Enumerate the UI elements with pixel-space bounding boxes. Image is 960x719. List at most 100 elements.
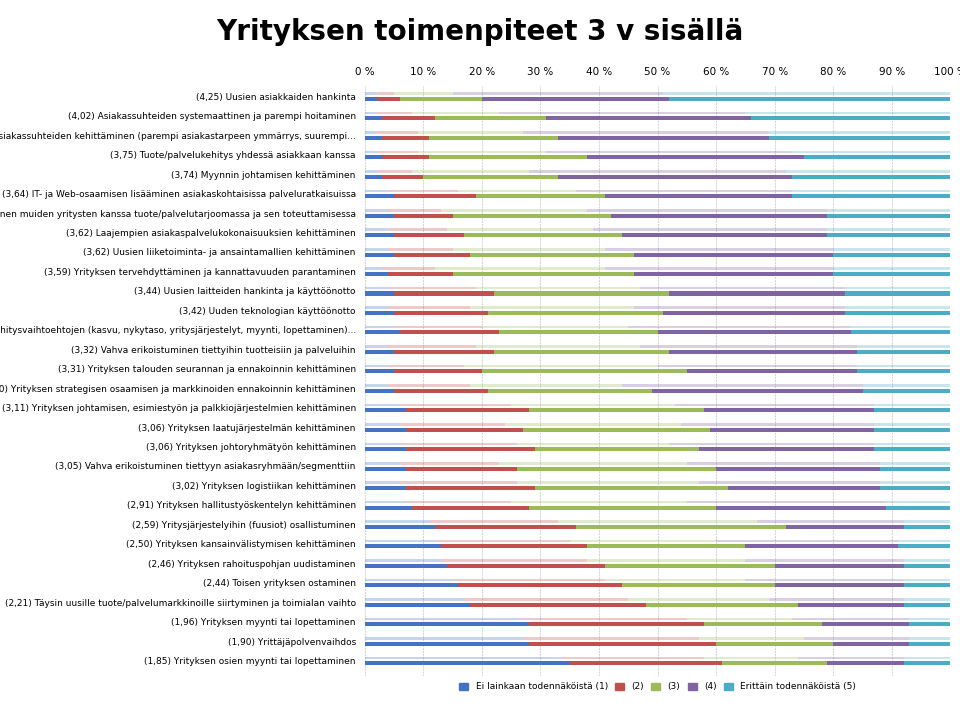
Bar	[365, 151, 376, 153]
Bar	[675, 403, 875, 406]
Bar	[686, 462, 880, 464]
Bar	[658, 331, 851, 334]
Bar	[470, 384, 622, 387]
Bar	[388, 306, 470, 309]
Bar	[459, 583, 622, 587]
Bar	[400, 423, 505, 426]
Bar	[523, 428, 710, 431]
Bar	[376, 170, 412, 173]
Bar	[903, 603, 950, 607]
Bar	[792, 151, 950, 153]
Bar	[365, 194, 394, 198]
Bar	[365, 229, 388, 231]
Bar	[365, 559, 441, 562]
Bar	[406, 486, 535, 490]
Bar	[903, 598, 950, 601]
Bar	[394, 233, 465, 237]
Bar	[669, 97, 950, 101]
Bar	[775, 564, 903, 568]
Bar	[851, 331, 950, 334]
Bar	[365, 248, 388, 250]
Bar	[745, 579, 903, 582]
Bar	[833, 267, 950, 270]
Bar	[406, 501, 512, 503]
Bar	[365, 272, 388, 276]
Bar	[382, 136, 429, 140]
Bar	[412, 111, 499, 114]
Bar	[686, 501, 886, 503]
Bar	[511, 501, 687, 503]
Bar	[605, 194, 792, 198]
Bar	[752, 116, 950, 120]
Bar	[786, 170, 950, 173]
Bar	[488, 389, 652, 393]
Bar	[400, 331, 499, 334]
Bar	[833, 252, 950, 257]
Bar	[903, 656, 950, 659]
Bar	[388, 287, 476, 290]
Bar	[441, 559, 588, 562]
Bar	[705, 656, 798, 659]
Bar	[622, 233, 828, 237]
Bar	[862, 384, 950, 387]
Bar	[493, 291, 669, 296]
Bar	[588, 155, 804, 160]
Bar	[804, 637, 909, 640]
Bar	[365, 155, 382, 160]
Bar	[365, 92, 376, 95]
Bar	[400, 462, 499, 464]
Bar	[622, 384, 862, 387]
Bar	[822, 622, 909, 626]
Bar	[412, 170, 529, 173]
Bar	[605, 579, 745, 582]
Bar	[640, 345, 856, 348]
Bar	[365, 598, 465, 601]
Bar	[365, 467, 406, 471]
Bar	[394, 311, 488, 315]
Bar	[646, 603, 798, 607]
Bar	[669, 442, 875, 445]
Bar	[394, 92, 453, 95]
Bar	[804, 155, 950, 160]
Bar	[365, 331, 400, 334]
Bar	[365, 111, 376, 114]
Bar	[365, 214, 394, 218]
Bar	[499, 331, 658, 334]
Bar	[903, 525, 950, 529]
Bar	[663, 92, 950, 95]
Bar	[429, 136, 558, 140]
Bar	[365, 603, 470, 607]
Bar	[828, 661, 903, 665]
Bar	[792, 618, 909, 620]
Bar	[845, 291, 950, 296]
Bar	[880, 462, 950, 464]
Bar	[663, 311, 845, 315]
Bar	[635, 306, 845, 309]
Bar	[699, 447, 875, 452]
Bar	[453, 248, 605, 250]
Bar	[886, 505, 950, 510]
Bar	[898, 544, 950, 549]
Bar	[909, 622, 950, 626]
Bar	[482, 326, 628, 329]
Bar	[465, 233, 622, 237]
Bar	[710, 428, 875, 431]
Bar	[476, 287, 640, 290]
Bar	[792, 175, 950, 179]
Bar	[376, 131, 418, 134]
Bar	[757, 521, 903, 523]
Bar	[529, 642, 716, 646]
Bar	[716, 505, 886, 510]
Bar	[465, 598, 628, 601]
Bar	[429, 521, 558, 523]
Bar	[903, 583, 950, 587]
Bar	[880, 486, 950, 490]
Bar	[365, 233, 394, 237]
Bar	[523, 618, 687, 620]
Bar	[903, 579, 950, 582]
Bar	[576, 525, 786, 529]
Bar	[388, 365, 465, 367]
Bar	[459, 190, 576, 192]
Bar	[699, 482, 880, 484]
Bar	[635, 252, 833, 257]
